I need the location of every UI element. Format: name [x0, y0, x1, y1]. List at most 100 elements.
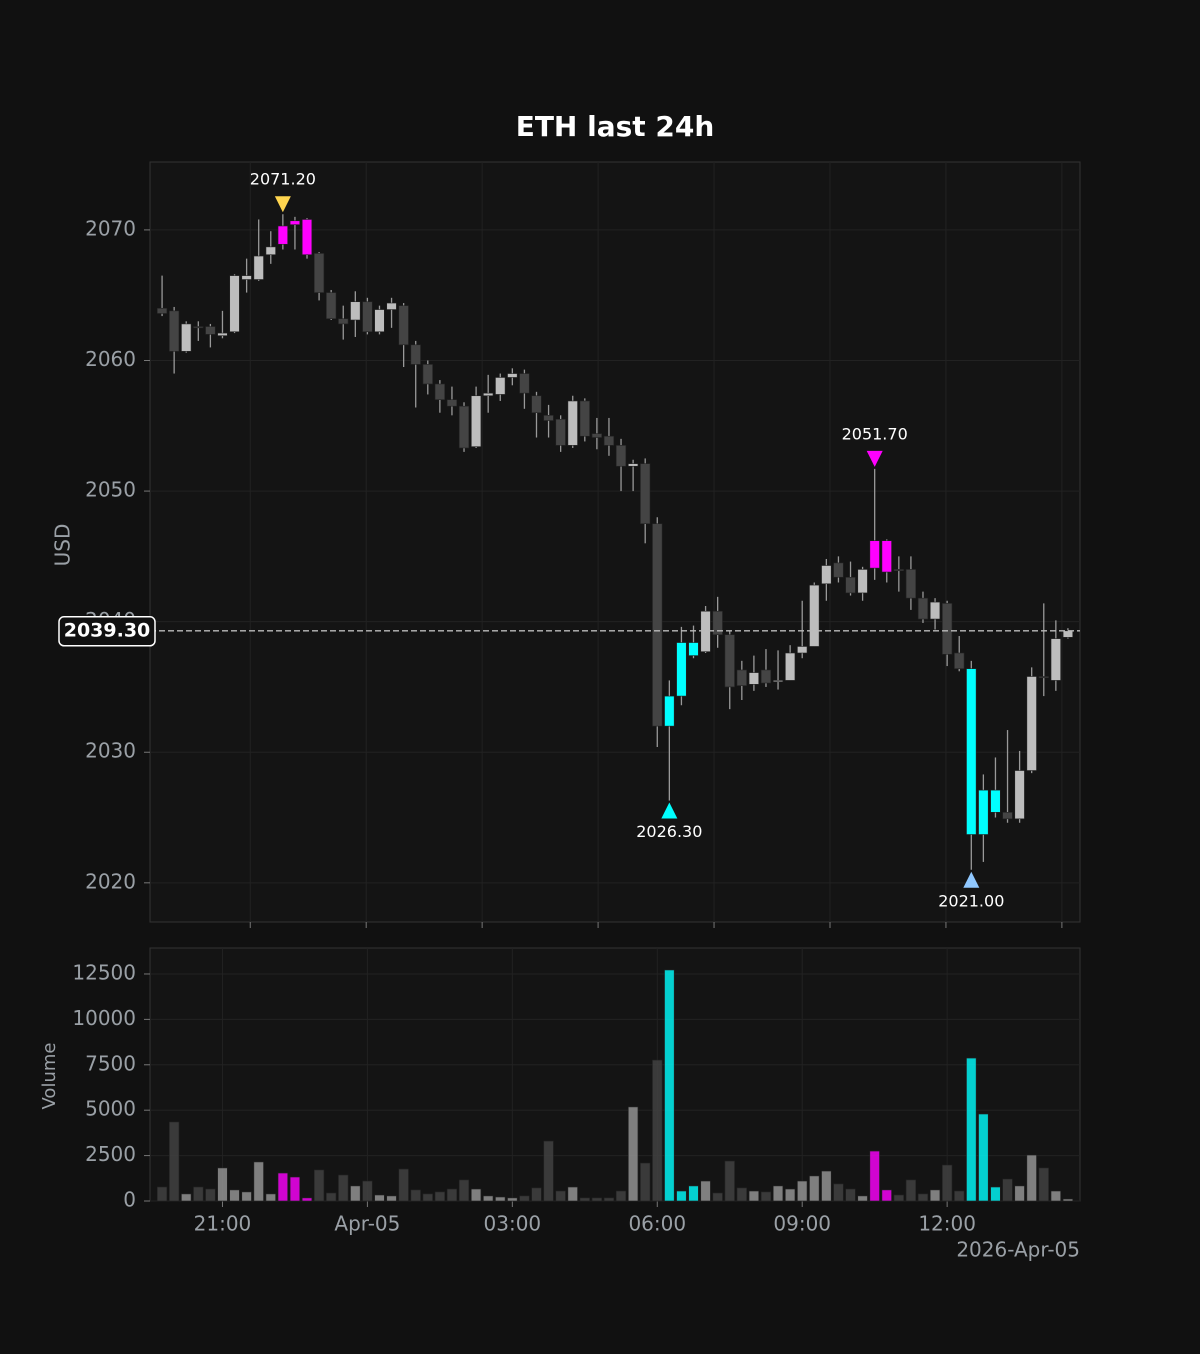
plot-layer: 2020203020402050206020702071.202026.3020… — [58, 162, 1080, 1236]
volume-bar — [990, 1186, 1001, 1202]
volume-bar — [1002, 1178, 1013, 1202]
volume-bar — [857, 1195, 868, 1202]
candle-body — [326, 292, 337, 320]
candle-body — [374, 309, 385, 333]
volume-bar — [362, 1180, 373, 1202]
candle-body — [265, 246, 276, 256]
candle-body — [434, 383, 446, 400]
volume-bar — [313, 1169, 325, 1202]
candle-body — [591, 433, 603, 438]
volume-bar — [156, 1186, 168, 1202]
candle-body — [772, 680, 784, 683]
marker — [866, 450, 883, 467]
volume-bar — [797, 1180, 808, 1202]
volume-bar — [978, 1113, 989, 1202]
marker — [661, 802, 678, 819]
candle-body — [422, 364, 433, 385]
candle-body — [289, 220, 301, 225]
volume-bar — [350, 1185, 361, 1202]
y-tick-label: 2060 — [85, 347, 136, 371]
volume-bar — [748, 1190, 760, 1202]
candle-body — [809, 584, 820, 647]
volume-bar — [386, 1195, 397, 1202]
y-tick-label: 2030 — [85, 739, 136, 763]
volume-bar — [555, 1190, 566, 1202]
volume-bar — [446, 1188, 458, 1202]
volume-bar — [531, 1187, 542, 1202]
volume-bar — [736, 1187, 747, 1202]
y-tick-label: 12500 — [72, 960, 136, 984]
candle-body — [929, 601, 941, 620]
candle-body — [615, 445, 627, 467]
x-tick-label: Apr-05 — [334, 1212, 400, 1236]
candle-body — [640, 463, 651, 525]
candle-body — [712, 610, 723, 636]
candle-body — [1026, 676, 1037, 771]
volume-bar — [784, 1188, 796, 1202]
candle-body — [507, 373, 518, 378]
volume-bar — [664, 969, 675, 1202]
x-tick-label: 06:00 — [628, 1212, 686, 1236]
volume-bar — [700, 1180, 711, 1202]
candle-body — [313, 253, 325, 293]
volume-bar — [301, 1197, 313, 1202]
volume-bar — [579, 1197, 590, 1202]
candle-body — [688, 642, 699, 656]
volume-bar — [265, 1193, 276, 1202]
volume-bar — [869, 1150, 880, 1202]
volume-bar — [833, 1183, 844, 1202]
volume-bar — [483, 1195, 494, 1202]
candle-body — [1050, 638, 1061, 681]
candle-body — [978, 789, 989, 835]
candle-body — [531, 395, 542, 414]
candle-body — [169, 310, 180, 352]
volume-bar — [615, 1190, 627, 1202]
volume-bar — [543, 1140, 554, 1202]
candle-body — [470, 395, 482, 447]
price-panel — [149, 161, 1081, 923]
candle-body — [845, 576, 856, 594]
volume-bar — [398, 1168, 409, 1202]
candle-body — [217, 332, 228, 336]
candle-body — [700, 610, 711, 652]
volume-bar — [688, 1185, 699, 1202]
candle-body — [567, 400, 578, 446]
volume-bar — [181, 1193, 192, 1202]
volume-bar — [845, 1188, 856, 1202]
volume-bar — [942, 1164, 953, 1202]
volume-bar — [458, 1179, 470, 1202]
volume-bar — [893, 1194, 904, 1202]
candle-body — [652, 523, 663, 727]
candle-body — [338, 318, 349, 325]
candle-body — [410, 344, 421, 365]
volume-bar — [929, 1189, 941, 1202]
volume-bar — [640, 1162, 651, 1202]
candle-body — [156, 307, 168, 314]
volume-bar — [1038, 1167, 1049, 1202]
candle-body — [821, 565, 832, 585]
volume-bar — [1014, 1185, 1025, 1202]
chart-title: ETH last 24h — [516, 110, 715, 143]
candle-body — [627, 463, 639, 467]
candle-body — [857, 569, 868, 594]
marker — [274, 196, 291, 213]
y-tick-label: 5000 — [85, 1097, 136, 1121]
volume-bar — [627, 1106, 639, 1202]
candle-body — [446, 399, 458, 407]
candle-body — [664, 695, 675, 727]
candle-body — [1014, 770, 1025, 820]
volume-bar — [1050, 1190, 1061, 1202]
candle-body — [301, 219, 313, 256]
volume-bar — [410, 1189, 421, 1202]
candle-body — [1038, 676, 1049, 679]
y-tick-label: 2500 — [85, 1142, 136, 1166]
candle-body — [893, 569, 904, 572]
volume-bar — [217, 1167, 228, 1202]
candle-body — [277, 225, 288, 245]
candle-body — [193, 326, 204, 329]
candle-body — [954, 652, 965, 669]
volume-bar — [591, 1197, 603, 1202]
volume-bar — [519, 1195, 530, 1202]
candle-body — [555, 418, 566, 446]
